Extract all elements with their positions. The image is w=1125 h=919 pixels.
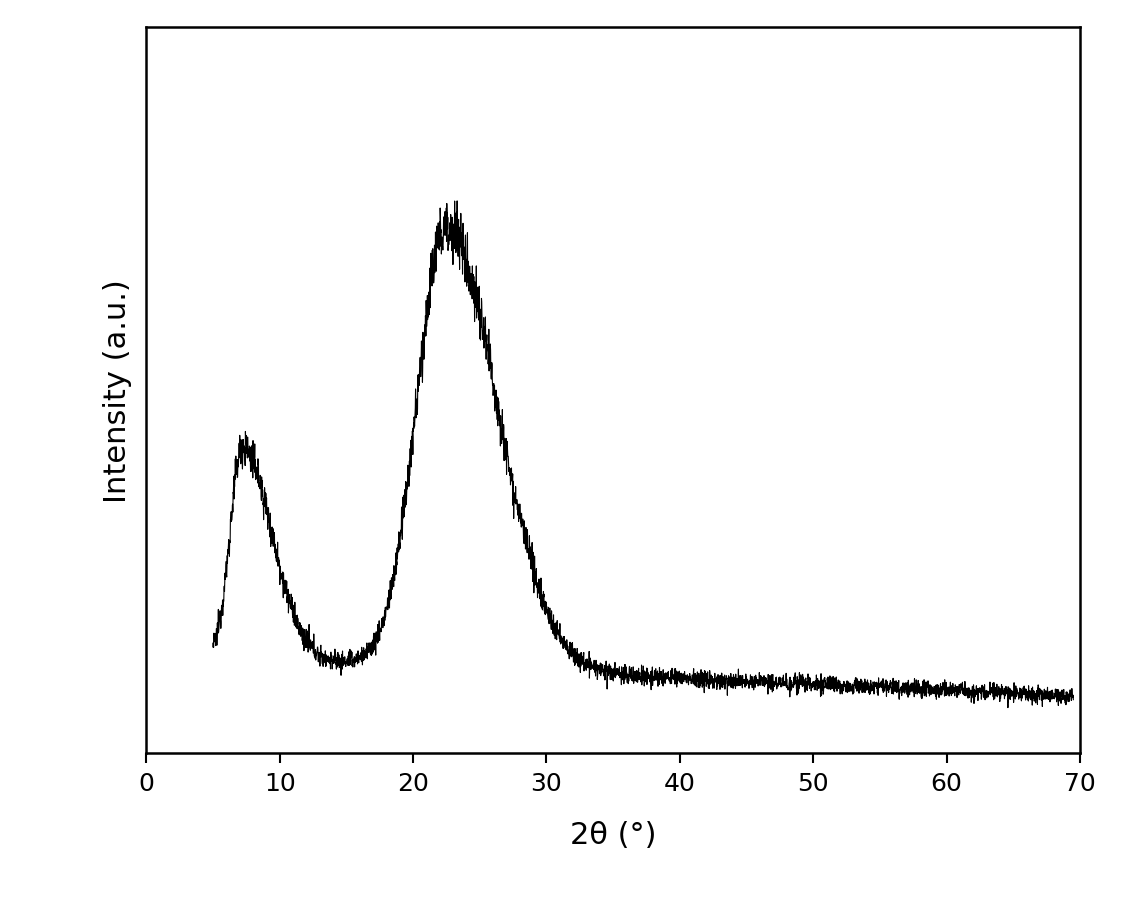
Y-axis label: Intensity (a.u.): Intensity (a.u.) xyxy=(104,278,133,503)
X-axis label: 2θ (°): 2θ (°) xyxy=(570,821,656,849)
